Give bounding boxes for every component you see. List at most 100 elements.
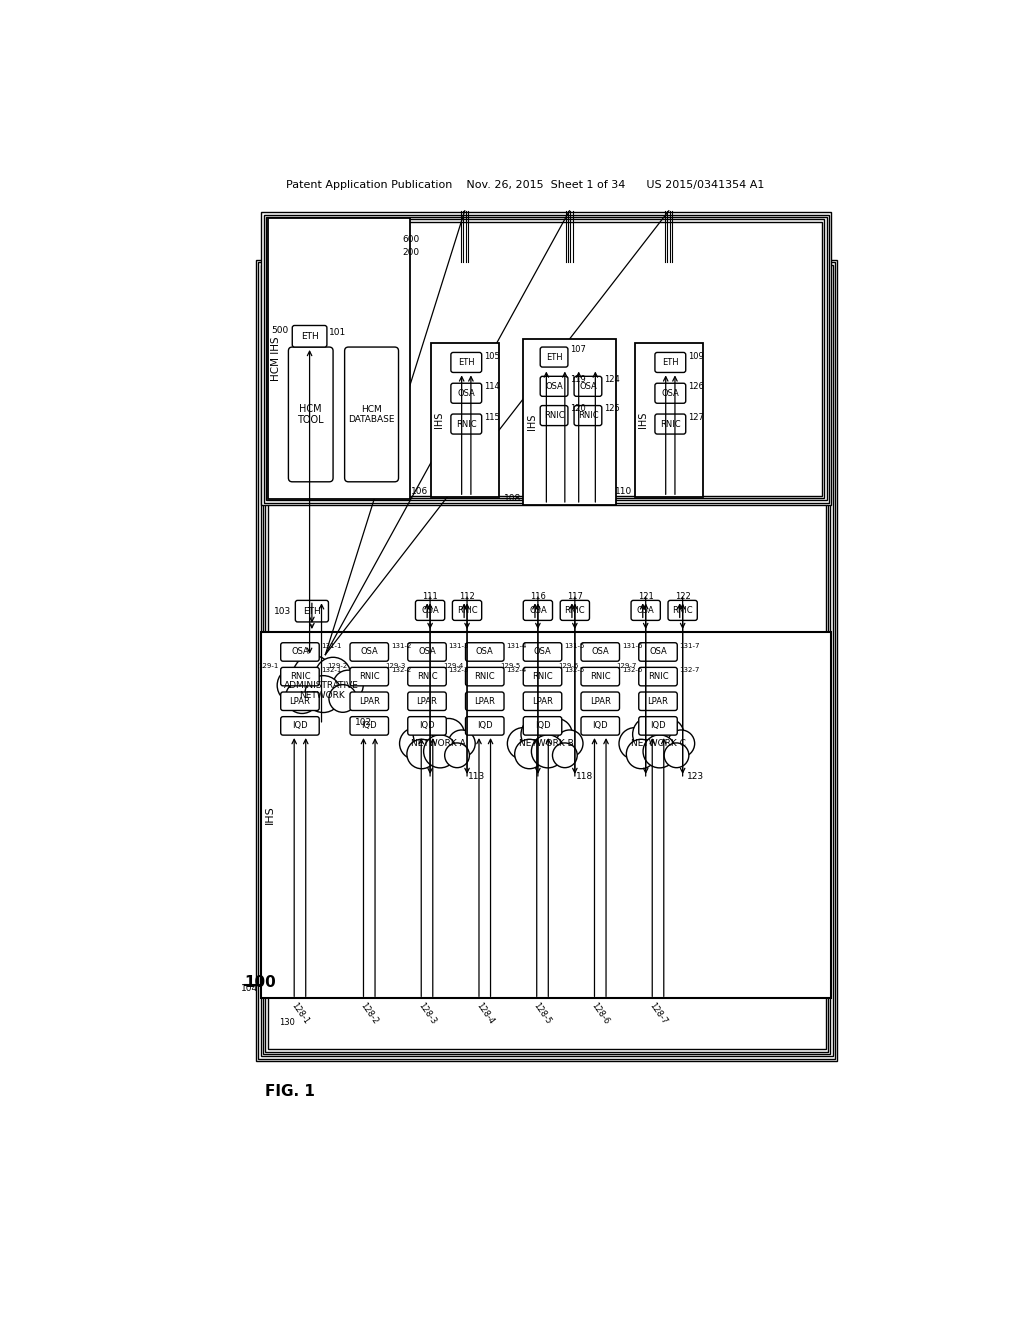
Text: ETH: ETH [546, 352, 562, 362]
Text: 132-7: 132-7 [680, 668, 700, 673]
FancyBboxPatch shape [345, 347, 398, 482]
Text: 129-2: 129-2 [328, 663, 348, 669]
FancyBboxPatch shape [350, 668, 388, 686]
Circle shape [665, 743, 689, 768]
Text: 131-1: 131-1 [322, 643, 342, 649]
Bar [268, 219, 824, 498]
Bar [256, 260, 838, 1061]
FancyBboxPatch shape [350, 692, 388, 710]
Text: 128-1: 128-1 [290, 1001, 310, 1026]
FancyBboxPatch shape [281, 668, 319, 686]
Circle shape [433, 718, 465, 750]
Bar [523, 339, 615, 506]
Bar [264, 215, 829, 503]
Text: 128-3: 128-3 [417, 1001, 437, 1026]
Text: 131-2: 131-2 [391, 643, 412, 649]
FancyBboxPatch shape [466, 717, 504, 735]
FancyBboxPatch shape [639, 717, 677, 735]
Circle shape [424, 735, 457, 768]
Text: ETH: ETH [303, 607, 321, 615]
Text: 129-4: 129-4 [443, 663, 463, 669]
Text: 126: 126 [688, 381, 703, 391]
Text: ETH: ETH [301, 331, 318, 341]
Text: 129-5: 129-5 [501, 663, 521, 669]
Text: 121: 121 [638, 593, 653, 601]
FancyBboxPatch shape [541, 376, 568, 396]
Text: 107: 107 [570, 345, 586, 354]
FancyBboxPatch shape [631, 601, 660, 620]
FancyBboxPatch shape [292, 326, 327, 347]
Text: 132-5: 132-5 [564, 668, 585, 673]
Text: HCM
TOOL: HCM TOOL [297, 404, 324, 425]
Circle shape [556, 730, 583, 758]
FancyBboxPatch shape [655, 352, 686, 372]
Text: 101: 101 [330, 327, 346, 337]
Text: OSA: OSA [458, 389, 475, 397]
Text: 129-7: 129-7 [616, 663, 637, 669]
Text: IHS: IHS [638, 412, 648, 429]
Text: LPAR: LPAR [590, 697, 610, 706]
FancyBboxPatch shape [541, 347, 568, 367]
FancyBboxPatch shape [581, 717, 620, 735]
Circle shape [633, 717, 668, 752]
Text: OSA: OSA [360, 648, 378, 656]
Text: RNIC: RNIC [660, 420, 681, 429]
Text: IQD: IQD [361, 722, 377, 730]
Text: RNIC: RNIC [564, 606, 585, 615]
Bar [431, 343, 499, 498]
FancyBboxPatch shape [416, 601, 444, 620]
Text: IHS: IHS [526, 414, 537, 430]
Text: 103: 103 [274, 607, 292, 615]
Text: IQD: IQD [535, 722, 550, 730]
Circle shape [618, 727, 651, 759]
Text: LPAR: LPAR [417, 697, 437, 706]
FancyBboxPatch shape [451, 414, 481, 434]
FancyBboxPatch shape [581, 692, 620, 710]
Text: RNIC: RNIC [673, 606, 693, 615]
Circle shape [414, 717, 449, 752]
Text: 132-2: 132-2 [391, 668, 411, 673]
FancyBboxPatch shape [523, 643, 562, 661]
Text: 132-4: 132-4 [506, 668, 526, 673]
Text: OSA: OSA [579, 381, 597, 391]
Text: 104: 104 [241, 983, 258, 993]
FancyBboxPatch shape [581, 643, 620, 661]
Text: 132-3: 132-3 [449, 668, 469, 673]
Text: 131-7: 131-7 [680, 643, 700, 649]
Text: RNIC: RNIC [590, 672, 610, 681]
Text: IHS: IHS [434, 412, 444, 429]
Bar [263, 267, 830, 1053]
Text: ADMINISTRATIVE: ADMINISTRATIVE [284, 681, 359, 690]
Text: 127: 127 [688, 413, 703, 421]
Text: 105: 105 [484, 352, 500, 360]
Circle shape [315, 657, 351, 693]
Text: Patent Application Publication    Nov. 26, 2015  Sheet 1 of 34      US 2015/0341: Patent Application Publication Nov. 26, … [286, 181, 764, 190]
Text: 131-6: 131-6 [622, 643, 642, 649]
Text: 113: 113 [468, 772, 485, 781]
FancyBboxPatch shape [574, 405, 602, 425]
Text: OSA: OSA [649, 648, 667, 656]
Text: 132-1: 132-1 [322, 668, 342, 673]
Text: LPAR: LPAR [532, 697, 553, 706]
FancyBboxPatch shape [523, 717, 562, 735]
Text: LPAR: LPAR [474, 697, 496, 706]
Bar [261, 264, 833, 1056]
Circle shape [507, 727, 540, 759]
Text: OSA: OSA [529, 606, 547, 615]
Circle shape [643, 735, 676, 768]
Text: 128-2: 128-2 [358, 1001, 380, 1026]
Text: 100: 100 [245, 974, 276, 990]
Text: RNIC: RNIC [417, 672, 437, 681]
Text: 102: 102 [355, 718, 373, 727]
Text: OSA: OSA [476, 648, 494, 656]
Text: NETWORK A: NETWORK A [412, 739, 466, 748]
FancyBboxPatch shape [639, 668, 677, 686]
FancyBboxPatch shape [281, 643, 319, 661]
Bar [258, 263, 836, 1059]
FancyBboxPatch shape [466, 668, 504, 686]
Text: 129-6: 129-6 [558, 663, 579, 669]
Text: 108: 108 [504, 494, 521, 503]
Text: 500: 500 [271, 326, 289, 334]
Circle shape [515, 739, 544, 768]
FancyBboxPatch shape [466, 692, 504, 710]
